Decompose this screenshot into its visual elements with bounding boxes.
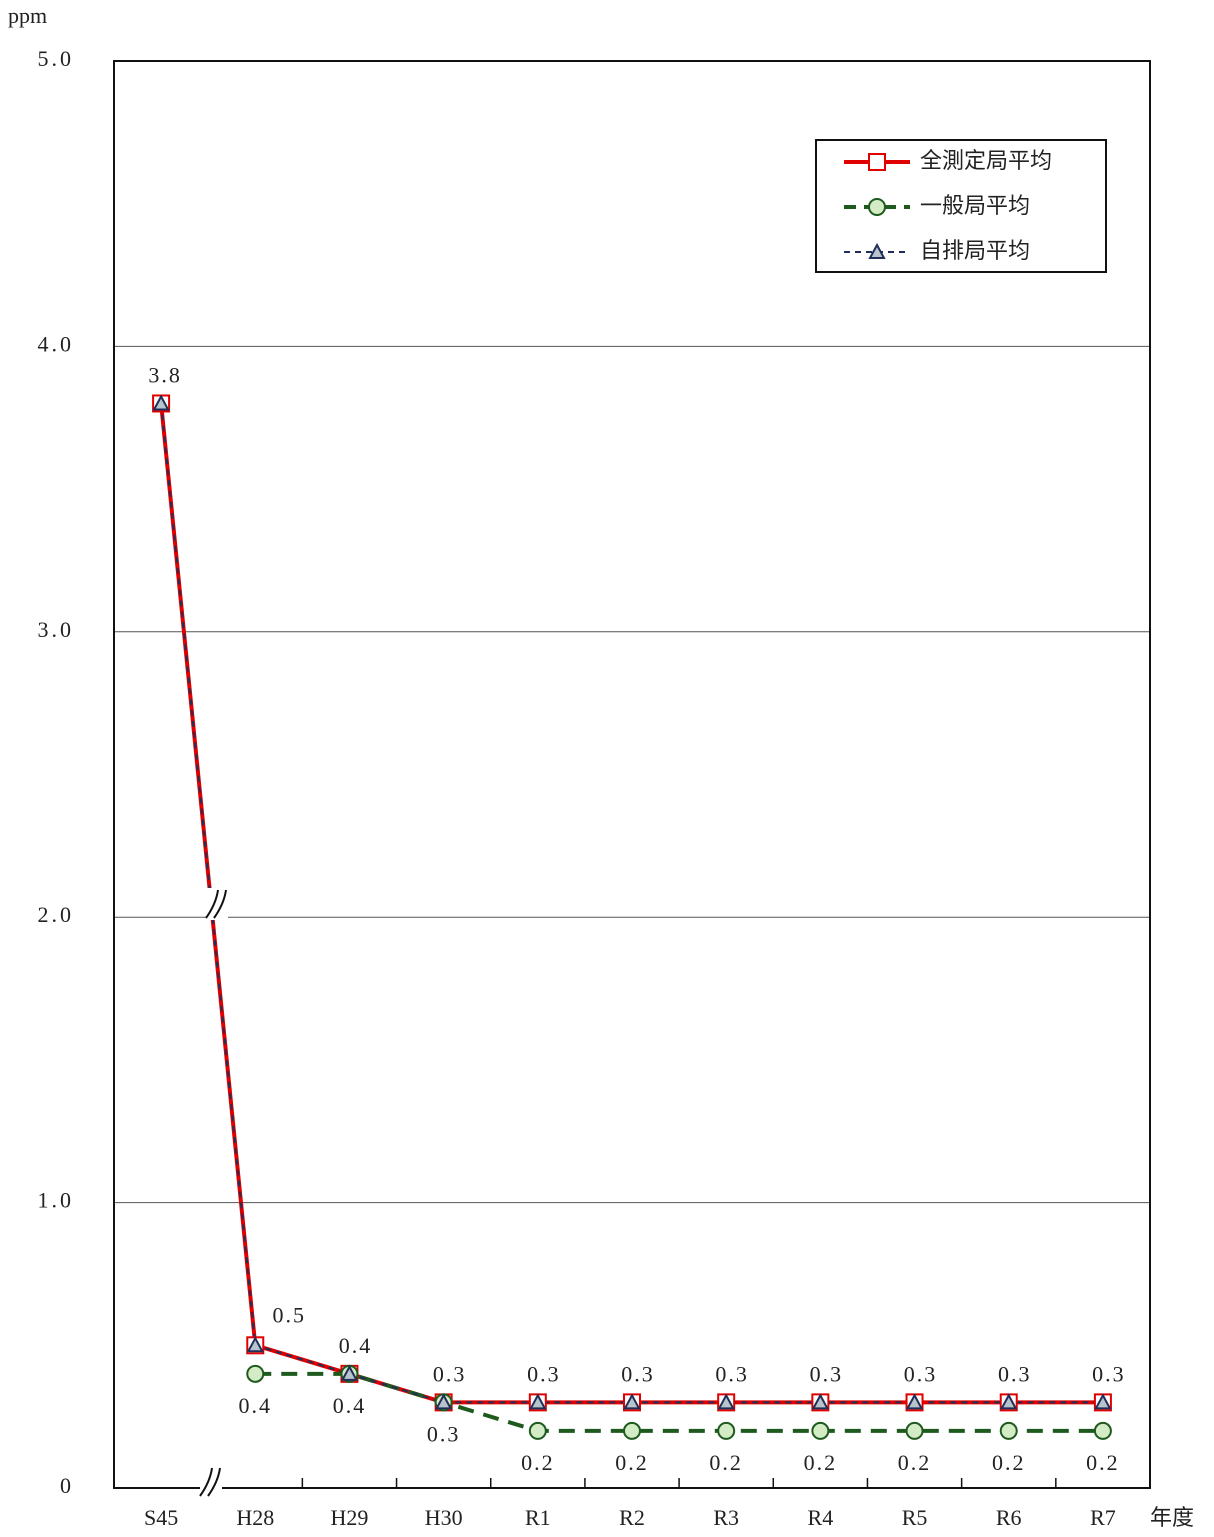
marker (717, 1421, 736, 1440)
marker (246, 1336, 264, 1353)
x-tick-label: R2 (619, 1505, 645, 1530)
axis-break-gap (200, 1466, 222, 1498)
x-tick-label: R3 (713, 1505, 739, 1530)
marker (1094, 1393, 1112, 1410)
marker (434, 1393, 453, 1410)
marker (528, 1421, 547, 1440)
marker (529, 1393, 547, 1410)
marker (623, 1393, 641, 1410)
x-tick-label: R1 (525, 1505, 551, 1530)
marker (905, 1393, 924, 1410)
marker (340, 1364, 359, 1381)
data-label: 0.4 (339, 1333, 373, 1358)
x-tick-label: R7 (1090, 1505, 1116, 1530)
y-tick-label: 2.0 (38, 902, 75, 927)
marker (811, 1393, 830, 1410)
x-tick-label: R6 (996, 1505, 1022, 1530)
data-label: 0.2 (992, 1450, 1026, 1475)
data-label: 0.4 (333, 1393, 367, 1418)
x-axis-label: 年度 (1150, 1505, 1194, 1530)
data-label: 0.2 (521, 1450, 555, 1475)
data-label: 0.3 (998, 1361, 1032, 1386)
legend-marker (868, 153, 886, 171)
marker (811, 1421, 830, 1440)
x-tick-label: H28 (236, 1505, 274, 1530)
data-label: 0.5 (273, 1302, 307, 1327)
y-tick-label: 5.0 (38, 46, 75, 71)
data-label: 3.8 (148, 363, 182, 388)
x-tick-label: H30 (425, 1505, 463, 1530)
x-tick-label: R5 (902, 1505, 928, 1530)
legend-marker (868, 242, 886, 259)
axis-break (205, 889, 227, 919)
marker (246, 1364, 265, 1383)
axis-break (199, 1467, 221, 1497)
data-label: 0.3 (621, 1361, 655, 1386)
data-label: 0.2 (804, 1450, 838, 1475)
data-label: 0.3 (433, 1361, 467, 1386)
data-label: 0.2 (1086, 1450, 1120, 1475)
data-label: 0.4 (239, 1393, 273, 1418)
x-tick-label: R4 (808, 1505, 834, 1530)
axis-break-gap (206, 888, 228, 920)
legend-marker (868, 198, 886, 216)
y-tick-label: 1.0 (38, 1188, 75, 1213)
y-tick-label: 3.0 (38, 617, 75, 642)
legend-label: 自排局平均 (920, 238, 1030, 263)
y-tick-label: 4.0 (38, 331, 75, 356)
marker (1000, 1393, 1018, 1410)
data-label: 0.3 (427, 1421, 461, 1446)
data-label: 0.2 (898, 1450, 932, 1475)
data-label: 0.3 (527, 1361, 561, 1386)
data-label: 0.3 (810, 1361, 844, 1386)
data-label: 0.2 (709, 1450, 743, 1475)
marker (1093, 1421, 1112, 1440)
marker (717, 1393, 735, 1410)
data-label: 0.3 (904, 1361, 938, 1386)
x-tick-label: S45 (144, 1505, 178, 1530)
data-label: 0.3 (715, 1361, 749, 1386)
data-label: 0.2 (615, 1450, 649, 1475)
y-tick-label: 0 (60, 1473, 74, 1498)
legend-label: 全測定局平均 (920, 148, 1052, 173)
legend-label: 一般局平均 (920, 193, 1030, 218)
marker (152, 394, 170, 411)
y-unit: ppm (8, 3, 47, 28)
marker (623, 1421, 641, 1440)
marker (905, 1421, 924, 1440)
data-label: 0.3 (1092, 1361, 1126, 1386)
plot-frame (113, 60, 1151, 1489)
marker (999, 1421, 1018, 1440)
x-tick-label: H29 (331, 1505, 369, 1530)
